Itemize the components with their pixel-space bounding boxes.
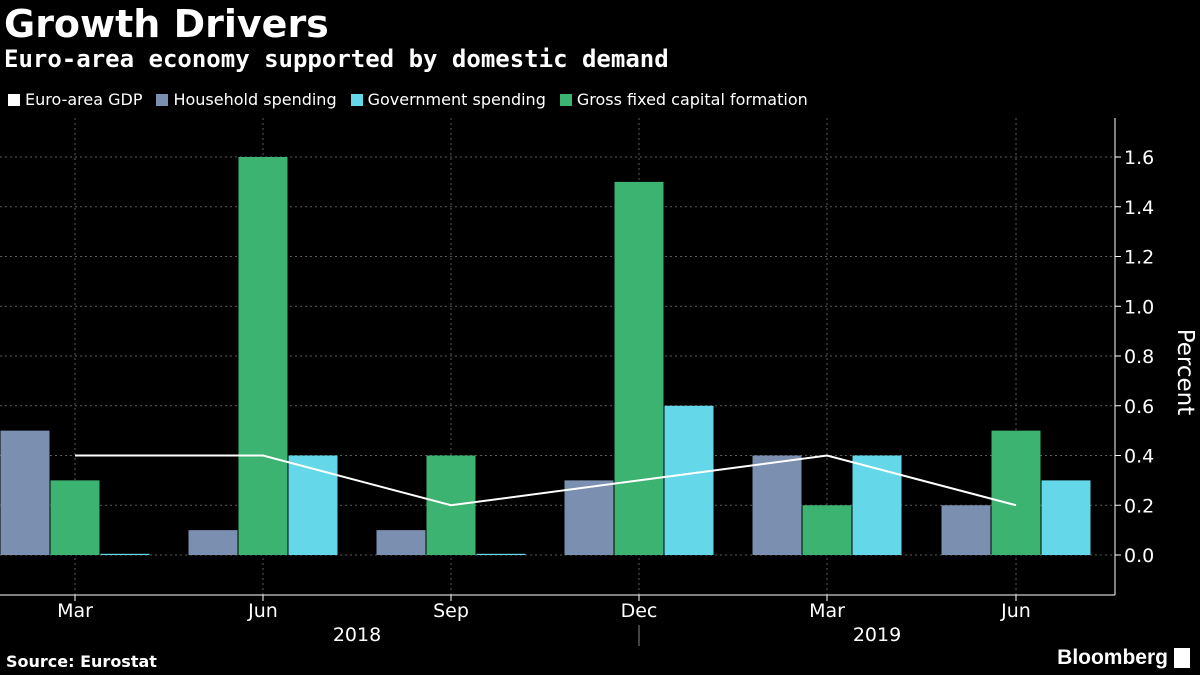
y-tick-label: 0.0 (1124, 545, 1154, 567)
x-tick-label: Sep (433, 600, 469, 622)
y-tick-label: 1.2 (1124, 247, 1154, 269)
legend-label-gdp: Euro-area GDP (25, 90, 143, 109)
y-tick-label: 0.4 (1124, 446, 1154, 468)
y-tick-label: 1.4 (1124, 197, 1154, 219)
bar-gfcf (991, 430, 1041, 555)
y-tick-label: 0.8 (1124, 346, 1154, 368)
y-tick-label: 0.2 (1124, 495, 1154, 517)
legend-swatch-gdp (8, 93, 20, 106)
bar-government (476, 553, 526, 555)
legend-swatch-gfcf (559, 93, 572, 106)
x-tick-label: Mar (57, 600, 93, 622)
bar-household (752, 455, 802, 555)
bar-household (0, 430, 50, 555)
bar-government (1041, 480, 1091, 555)
bar-government (288, 455, 338, 555)
x-tick-label: Jun (1000, 600, 1031, 622)
bar-household (188, 530, 238, 555)
brand-logo: Bloomberg (1057, 646, 1190, 670)
bloomberg-chart-icon (1174, 648, 1190, 668)
y-axis-label: Percent (1172, 329, 1198, 416)
x-tick-label: Jun (247, 600, 278, 622)
bar-gfcf (614, 181, 664, 555)
year-label-2019: 2019 (853, 624, 901, 646)
year-label-2018: 2018 (333, 624, 381, 646)
bar-government (100, 553, 150, 555)
chart-subtitle: Euro-area economy supported by domestic … (4, 45, 669, 73)
legend-label-gfcf: Gross fixed capital formation (576, 90, 808, 109)
legend-item-household: Household spending (156, 90, 337, 109)
legend-swatch-household (156, 93, 169, 106)
bar-government (664, 405, 714, 555)
x-tick-label: Mar (809, 600, 845, 622)
legend-item-gdp: Euro-area GDP (8, 90, 142, 109)
y-tick-label: 1.0 (1124, 296, 1154, 318)
chart-title: Growth Drivers (4, 2, 329, 46)
line-gdp (75, 454, 1017, 507)
legend: Euro-area GDP Household spending Governm… (8, 90, 822, 109)
legend-item-gfcf: Gross fixed capital formation (559, 90, 808, 109)
bar-gfcf (238, 157, 288, 555)
legend-label-household: Household spending (173, 90, 337, 109)
legend-label-government: Government spending (367, 90, 546, 109)
bar-household (376, 530, 426, 555)
source-note: Source: Eurostat (6, 652, 157, 671)
legend-swatch-government (350, 93, 363, 106)
legend-item-government: Government spending (350, 90, 546, 109)
bar-gfcf (50, 480, 100, 555)
bar-household (564, 480, 614, 555)
brand-name: Bloomberg (1057, 646, 1168, 669)
bar-household (941, 505, 991, 555)
x-tick-label: Dec (621, 600, 658, 622)
bar-government (852, 455, 902, 555)
y-tick-label: 1.6 (1124, 147, 1154, 169)
y-tick-label: 0.6 (1124, 396, 1154, 418)
bar-gfcf (802, 505, 852, 555)
